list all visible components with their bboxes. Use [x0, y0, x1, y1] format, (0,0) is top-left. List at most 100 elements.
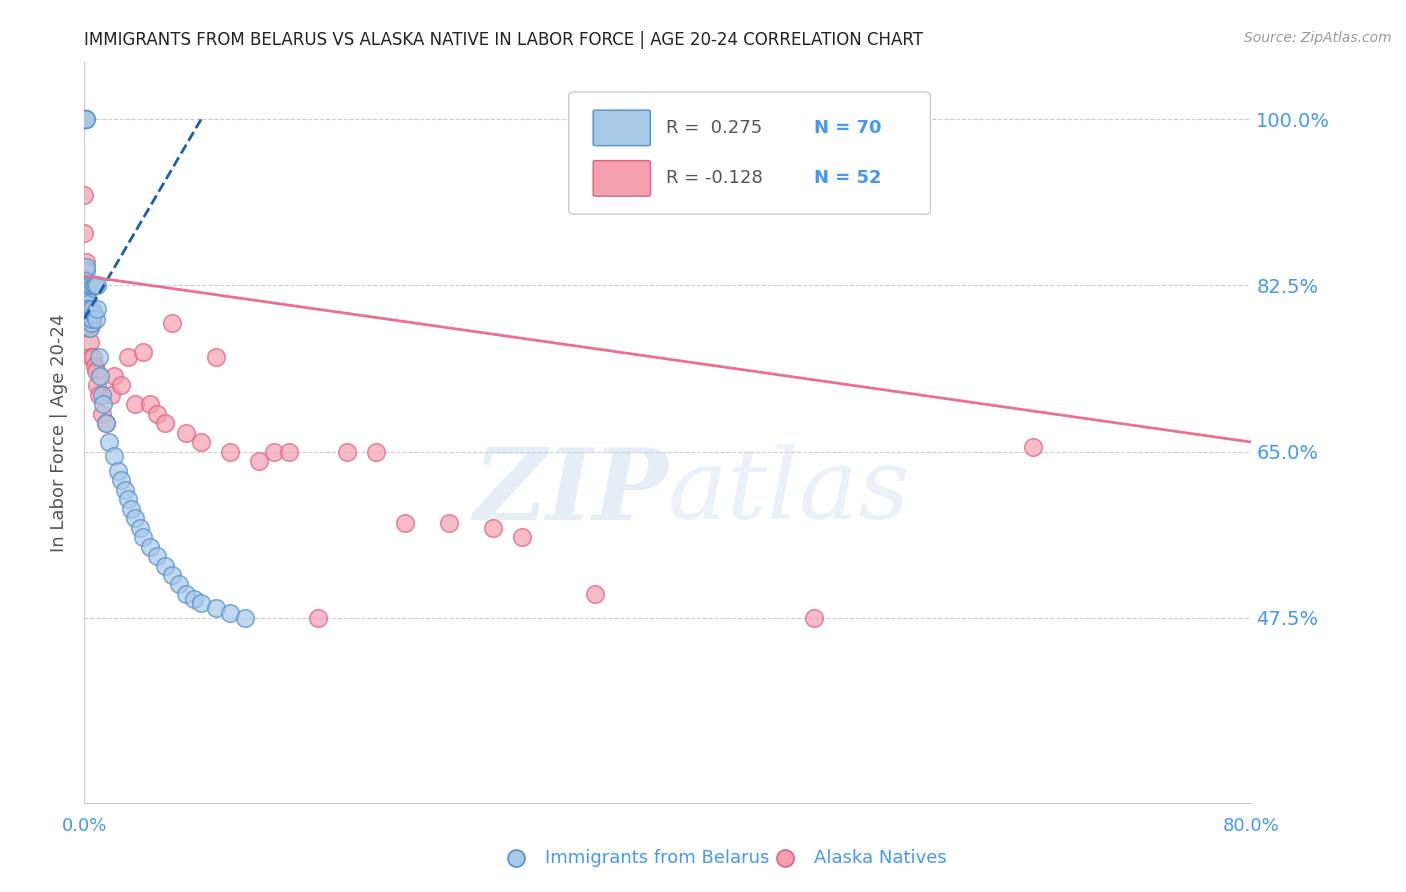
Point — [73, 112, 96, 127]
Point — [76, 288, 98, 302]
Point — [139, 540, 162, 554]
Point — [83, 307, 105, 321]
Point — [80, 317, 103, 331]
Point — [77, 278, 100, 293]
FancyBboxPatch shape — [568, 92, 931, 214]
Text: Alaska Natives: Alaska Natives — [814, 849, 946, 867]
Point — [204, 350, 226, 364]
Point — [219, 606, 242, 620]
Text: Immigrants from Belarus: Immigrants from Belarus — [546, 849, 769, 867]
Point — [75, 278, 97, 293]
Point — [117, 350, 139, 364]
Point — [89, 368, 111, 383]
Point — [83, 359, 105, 374]
Point — [117, 491, 139, 506]
Point — [510, 530, 533, 544]
Point — [75, 274, 97, 288]
Point — [79, 278, 101, 293]
Text: R = -0.128: R = -0.128 — [665, 169, 762, 187]
Point — [437, 516, 460, 530]
Point — [77, 302, 100, 317]
Point — [86, 302, 108, 317]
Point — [110, 473, 132, 487]
Point — [86, 378, 108, 392]
Point — [190, 597, 212, 611]
Point — [76, 302, 98, 317]
Point — [87, 387, 110, 401]
Y-axis label: In Labor Force | Age 20-24: In Labor Force | Age 20-24 — [51, 313, 69, 552]
Point — [204, 601, 226, 615]
Point — [124, 511, 146, 525]
Point — [75, 112, 97, 127]
Point — [75, 112, 97, 127]
Point — [75, 278, 97, 293]
Point — [153, 416, 176, 430]
Point — [160, 317, 183, 331]
Point — [77, 302, 100, 317]
Point — [75, 260, 97, 274]
Point — [83, 278, 105, 293]
Point — [107, 464, 129, 478]
Point — [233, 611, 256, 625]
Text: ZIP: ZIP — [472, 443, 668, 540]
Point — [73, 112, 96, 127]
Point — [80, 302, 103, 317]
Point — [73, 188, 96, 202]
Point — [79, 278, 101, 293]
Point — [249, 454, 271, 468]
Point — [100, 387, 122, 401]
Point — [146, 407, 169, 421]
Point — [75, 264, 97, 278]
Point — [75, 278, 97, 293]
FancyBboxPatch shape — [593, 161, 651, 196]
Point — [76, 278, 98, 293]
Point — [77, 307, 100, 321]
Point — [75, 112, 97, 127]
Text: atlas: atlas — [668, 444, 911, 540]
Point — [82, 278, 104, 293]
Point — [80, 350, 103, 364]
Point — [73, 112, 96, 127]
Point — [75, 278, 97, 293]
Point — [336, 444, 359, 458]
Point — [146, 549, 169, 563]
Point — [73, 112, 96, 127]
Point — [219, 444, 242, 458]
Point — [139, 397, 162, 411]
Point — [75, 278, 97, 293]
Point — [80, 317, 103, 331]
Point — [86, 278, 108, 293]
Point — [73, 112, 96, 127]
Point — [76, 293, 98, 307]
Point — [76, 278, 98, 293]
Point — [160, 568, 183, 582]
Point — [75, 283, 97, 297]
Point — [277, 444, 299, 458]
Point — [124, 397, 146, 411]
Point — [263, 444, 285, 458]
Point — [103, 450, 125, 464]
Point — [307, 611, 329, 625]
Point — [75, 112, 97, 127]
Point — [176, 587, 198, 601]
Point — [79, 321, 101, 335]
Point — [73, 112, 96, 127]
Point — [114, 483, 136, 497]
FancyBboxPatch shape — [593, 110, 651, 145]
Point — [96, 416, 118, 430]
Text: N = 52: N = 52 — [814, 169, 882, 187]
Point — [482, 520, 505, 534]
Point — [803, 611, 825, 625]
Point — [82, 311, 104, 326]
Point — [79, 335, 101, 350]
Point — [75, 112, 97, 127]
Point — [73, 112, 96, 127]
Point — [153, 558, 176, 573]
Point — [167, 577, 190, 591]
Point — [82, 350, 104, 364]
Point — [73, 112, 96, 127]
Point — [77, 278, 100, 293]
Point — [90, 387, 112, 401]
Text: N = 70: N = 70 — [814, 119, 882, 136]
Point — [583, 587, 606, 601]
